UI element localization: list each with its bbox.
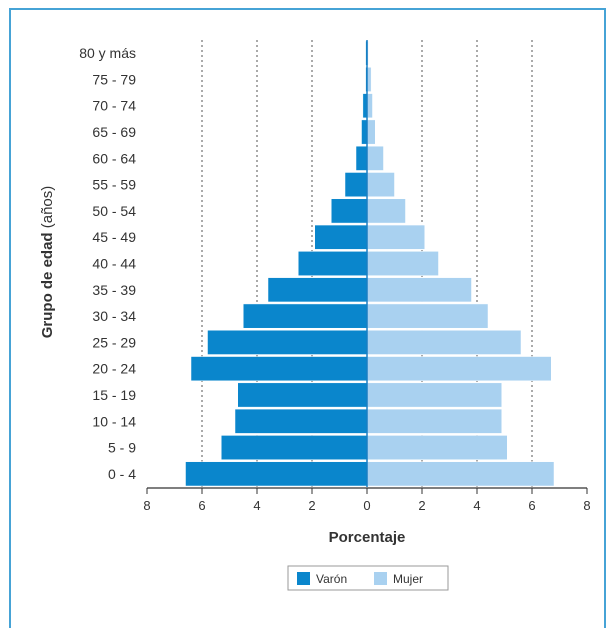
bars-group [185,40,555,487]
bar-male [207,329,368,355]
legend-swatch-male [297,572,310,585]
y-tick-label: 40 - 44 [92,256,136,272]
y-tick-label: 25 - 29 [92,334,136,350]
bar-female [366,251,439,276]
y-tick-label: 20 - 24 [92,361,136,377]
bar-female [366,93,373,119]
x-tick-label: 6 [528,498,535,513]
y-tick-label: 75 - 79 [92,71,136,87]
bar-male [361,119,368,145]
bar-female [366,119,376,145]
bar-female [366,277,472,303]
bar-female [366,435,508,460]
x-tick-label: 8 [583,498,590,513]
y-tick-label: 35 - 39 [92,282,136,298]
bar-male [314,224,368,250]
y-tick-labels: 0 - 4 5 - 9 10 - 14 15 - 19 20 - 24 25 - 29 30… [79,45,136,482]
x-tick-label: 0 [363,498,370,513]
y-tick-label: 45 - 49 [92,229,136,245]
bar-male [243,303,368,329]
y-tick-label: 55 - 59 [92,177,136,193]
y-tick-label: 15 - 19 [92,387,136,403]
bar-male [237,382,368,408]
x-tick-label: 4 [473,498,480,513]
x-tick-label: 4 [253,498,260,513]
y-axis-title-paren: (años) [39,186,56,229]
x-axis: 8 6 4 2 0 2 4 6 8 [143,487,591,513]
y-tick-label: 0 - 4 [108,466,136,482]
y-tick-label: 50 - 54 [92,203,136,219]
bar-male [344,172,368,198]
bar-female [366,329,522,355]
bar-female [366,145,384,171]
bar-female [366,461,555,487]
chart-frame [9,8,606,628]
y-axis-title: Grupo de edad (años) [39,186,56,339]
bar-male [221,435,368,460]
y-tick-label: 30 - 34 [92,308,136,324]
bar-female [366,224,425,250]
legend-label-female: Mujer [393,572,423,586]
legend: Varón Mujer [287,565,449,591]
bar-female [366,356,552,382]
bar-male [190,356,368,382]
y-tick-label: 80 y más [79,45,136,61]
y-tick-label: 65 - 69 [92,124,136,140]
legend-swatch-female [374,572,387,585]
bar-male [234,408,368,434]
legend-label-male: Varón [316,572,347,586]
bar-female [366,172,395,198]
x-tick-label: 2 [418,498,425,513]
bar-male [331,198,368,224]
bar-female [366,198,406,224]
y-tick-label: 70 - 74 [92,98,136,114]
x-axis-title: Porcentaje [329,529,406,546]
y-tick-label: 5 - 9 [108,440,136,456]
bar-male [298,251,368,276]
x-tick-label: 2 [308,498,315,513]
y-axis-title-bold: Grupo de edad [39,228,56,338]
y-tick-label: 10 - 14 [92,413,136,429]
bar-male [185,461,368,487]
bar-female [366,408,502,434]
y-tick-label: 60 - 64 [92,150,136,166]
bar-female [366,382,502,408]
x-tick-label: 6 [198,498,205,513]
x-tick-label: 8 [143,498,150,513]
bar-male [267,277,368,303]
bar-female [366,303,489,329]
bar-male [355,145,368,171]
legend-box [287,565,449,591]
